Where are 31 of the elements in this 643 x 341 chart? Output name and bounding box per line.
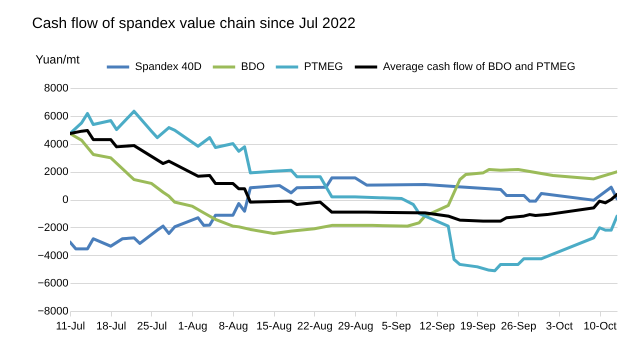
x-tick-label: 5-Sep: [382, 320, 412, 332]
chart-title: Cash flow of spandex value chain since Jul 2022: [32, 15, 356, 32]
y-tick-label: −2000: [38, 222, 68, 234]
legend-label: Average cash flow of BDO and PTMEG: [383, 61, 576, 73]
x-tick-label: 19-Sep: [460, 320, 496, 332]
y-tick-label: 4000: [44, 138, 68, 150]
x-tick-label: 1-Aug: [178, 320, 208, 332]
x-tick-label: 3-Oct: [546, 320, 573, 332]
line-series: [70, 176, 617, 250]
legend-label: PTMEG: [304, 61, 344, 73]
legend-label: BDO: [241, 61, 266, 73]
x-tick-label: 12-Sep: [419, 320, 455, 332]
y-tick-label: 0: [62, 194, 68, 206]
y-tick-label: 8000: [44, 82, 68, 94]
x-tick-label: 18-Jul: [96, 320, 126, 332]
x-tick-label: 22-Aug: [297, 320, 333, 332]
x-tick-label: 15-Aug: [256, 320, 292, 332]
y-tick-label: 6000: [44, 110, 68, 122]
x-tick-label: 25-Jul: [136, 320, 167, 332]
x-tick-label: 11-Jul: [56, 320, 86, 332]
y-tick-label: −8000: [38, 306, 68, 318]
y-tick-label: −6000: [38, 278, 68, 290]
x-tick-label: 10-Oct: [584, 320, 617, 332]
x-tick-label: 26-Sep: [500, 320, 536, 332]
line-series: [70, 110, 617, 272]
x-tick-label: 29-Aug: [338, 320, 374, 332]
legend-label: Spandex 40D: [135, 61, 202, 73]
y-tick-label: −4000: [38, 250, 68, 262]
y-axis-title: Yuan/mt: [36, 52, 80, 66]
y-tick-label: 2000: [44, 166, 68, 178]
x-tick-label: 8-Aug: [218, 320, 248, 332]
